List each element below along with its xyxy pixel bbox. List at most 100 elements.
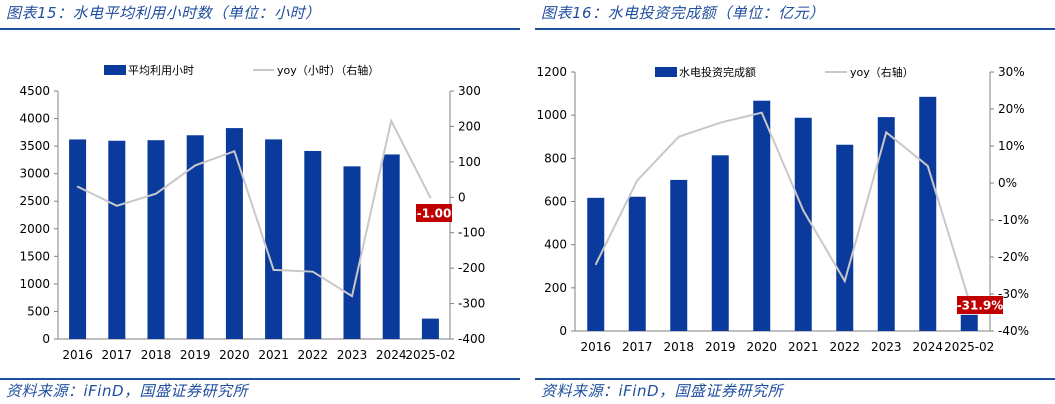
x-tick-label: 2022 (298, 348, 329, 362)
yoy-point (594, 263, 597, 266)
bar (265, 139, 283, 339)
yoy-point (76, 185, 79, 188)
bar (343, 166, 361, 339)
x-tick-label: 2018 (141, 348, 172, 362)
chart-panel-left: 图表15：水电平均利用小时数（单位：小时） 0 500 1000 1500 2000 25… (0, 0, 520, 404)
x-tick-label: 2022 (829, 340, 860, 354)
x-tick-label: 2017 (622, 340, 653, 354)
yoy-point (843, 280, 846, 282)
bar (753, 100, 771, 331)
x-tick-label: 2025-02 (405, 348, 455, 362)
left-tick-label: 1000 (536, 108, 567, 122)
yoy-point (926, 165, 929, 167)
bar (919, 96, 937, 331)
right-tick-label: -10% (998, 213, 1029, 227)
right-tick-label: 10% (998, 139, 1025, 153)
x-tick-label: 2020 (219, 348, 250, 362)
right-tick-label: -400 (458, 332, 485, 346)
x-tick-label: 2021 (258, 348, 289, 362)
bar (69, 139, 87, 339)
bar (877, 117, 895, 332)
yoy-point (116, 204, 118, 207)
x-tick-label: 2018 (663, 340, 694, 354)
legend-bar-label: 水电投资完成额 (679, 65, 756, 79)
chart-panel-right: 图表16：水电投资完成额（单位：亿元） 0 200 400 600 800 1000 120… (535, 0, 1055, 404)
right-tick-label: 0 (458, 190, 466, 204)
legend-bar-swatch (655, 67, 677, 77)
left-tick-label: 1000 (19, 277, 50, 291)
title-rule (535, 28, 1055, 30)
source-note: 资料来源：iFinD，国盛证券研究所 (6, 382, 249, 400)
right-tick-label: 0% (998, 176, 1017, 190)
right-tick-label: -40% (998, 324, 1029, 338)
right-tick-label: 200 (458, 119, 481, 133)
x-tick-label: 2019 (705, 340, 736, 354)
bar (186, 135, 204, 339)
yoy-point (760, 111, 763, 114)
yoy-point (802, 209, 805, 212)
legend-bar-swatch (104, 65, 126, 75)
right-tick-label: 100 (458, 155, 481, 169)
left-tick-label: 0 (42, 332, 50, 346)
bar (628, 196, 646, 331)
hydro-investment-chart: 0 200 400 600 800 1000 1200 -40% -30% -20% -10% 0% 1… (536, 65, 1029, 354)
yoy-point (390, 119, 393, 122)
left-tick-label: 4500 (19, 84, 50, 98)
yoy-point (429, 196, 432, 199)
yoy-point (272, 269, 275, 271)
x-tick-label: 2017 (102, 348, 133, 362)
source-rule (535, 378, 1055, 380)
left-tick-label: 1200 (536, 65, 567, 79)
figure-title: 图表15：水电平均利用小时数（单位：小时） (6, 4, 321, 22)
left-tick-label: 4000 (19, 112, 50, 126)
legend-bar-label: 平均利用小时 (128, 64, 194, 77)
left-tick-label: 2000 (19, 222, 50, 236)
yoy-point (351, 295, 353, 297)
right-tick-label: 300 (458, 84, 481, 98)
right-tick-label: -30% (998, 287, 1029, 301)
yoy-point (194, 164, 196, 167)
bar (960, 314, 978, 331)
source-note: 资料来源：iFinD，国盛证券研究所 (541, 382, 784, 400)
left-tick-label: 3000 (19, 167, 50, 181)
right-tick-label: -300 (458, 297, 485, 311)
bar (670, 179, 688, 331)
left-tick-label: 200 (544, 281, 567, 295)
yoy-point (719, 121, 722, 124)
yoy-point (885, 131, 888, 134)
x-tick-label: 2020 (746, 340, 777, 354)
legend-line-label: yoy（小时）（右轴） (277, 63, 379, 77)
left-tick-label: 0 (559, 324, 567, 338)
x-tick-label: 2025-02 (944, 340, 994, 354)
annotation-box (957, 296, 1003, 314)
yoy-line (594, 111, 971, 302)
left-tick-label: 1500 (19, 249, 50, 263)
bar (147, 140, 165, 339)
bar (225, 128, 243, 339)
figure-title: 图表16：水电投资完成额（单位：亿元） (541, 4, 825, 22)
right-tick-label: 30% (998, 65, 1025, 79)
yoy-line (77, 117, 432, 298)
title-rule (0, 28, 520, 30)
x-tick-label: 2024 (912, 340, 943, 354)
right-tick-label: -200 (458, 261, 485, 275)
left-tick-label: 600 (544, 195, 567, 209)
annotation-label: -31.9% (957, 299, 1004, 313)
yoy-point (312, 270, 314, 273)
bar (794, 117, 812, 331)
yoy-point (677, 135, 680, 138)
x-tick-label: 2019 (180, 348, 211, 362)
right-tick-label: -20% (998, 250, 1029, 264)
bar (108, 140, 126, 339)
x-tick-label: 2023 (337, 348, 368, 362)
annotation-box (416, 204, 452, 222)
hydro-utilization-hours-chart: 050010001500200025003000350040004500-400… (19, 63, 485, 362)
x-tick-label: 2024 (376, 348, 407, 362)
yoy-point (155, 192, 157, 195)
left-tick-label: 400 (544, 238, 567, 252)
right-tick-label: 20% (998, 102, 1025, 116)
yoy-point (636, 179, 639, 182)
x-tick-label: 2016 (62, 348, 93, 362)
x-tick-label: 2016 (580, 340, 611, 354)
bar (836, 144, 854, 331)
